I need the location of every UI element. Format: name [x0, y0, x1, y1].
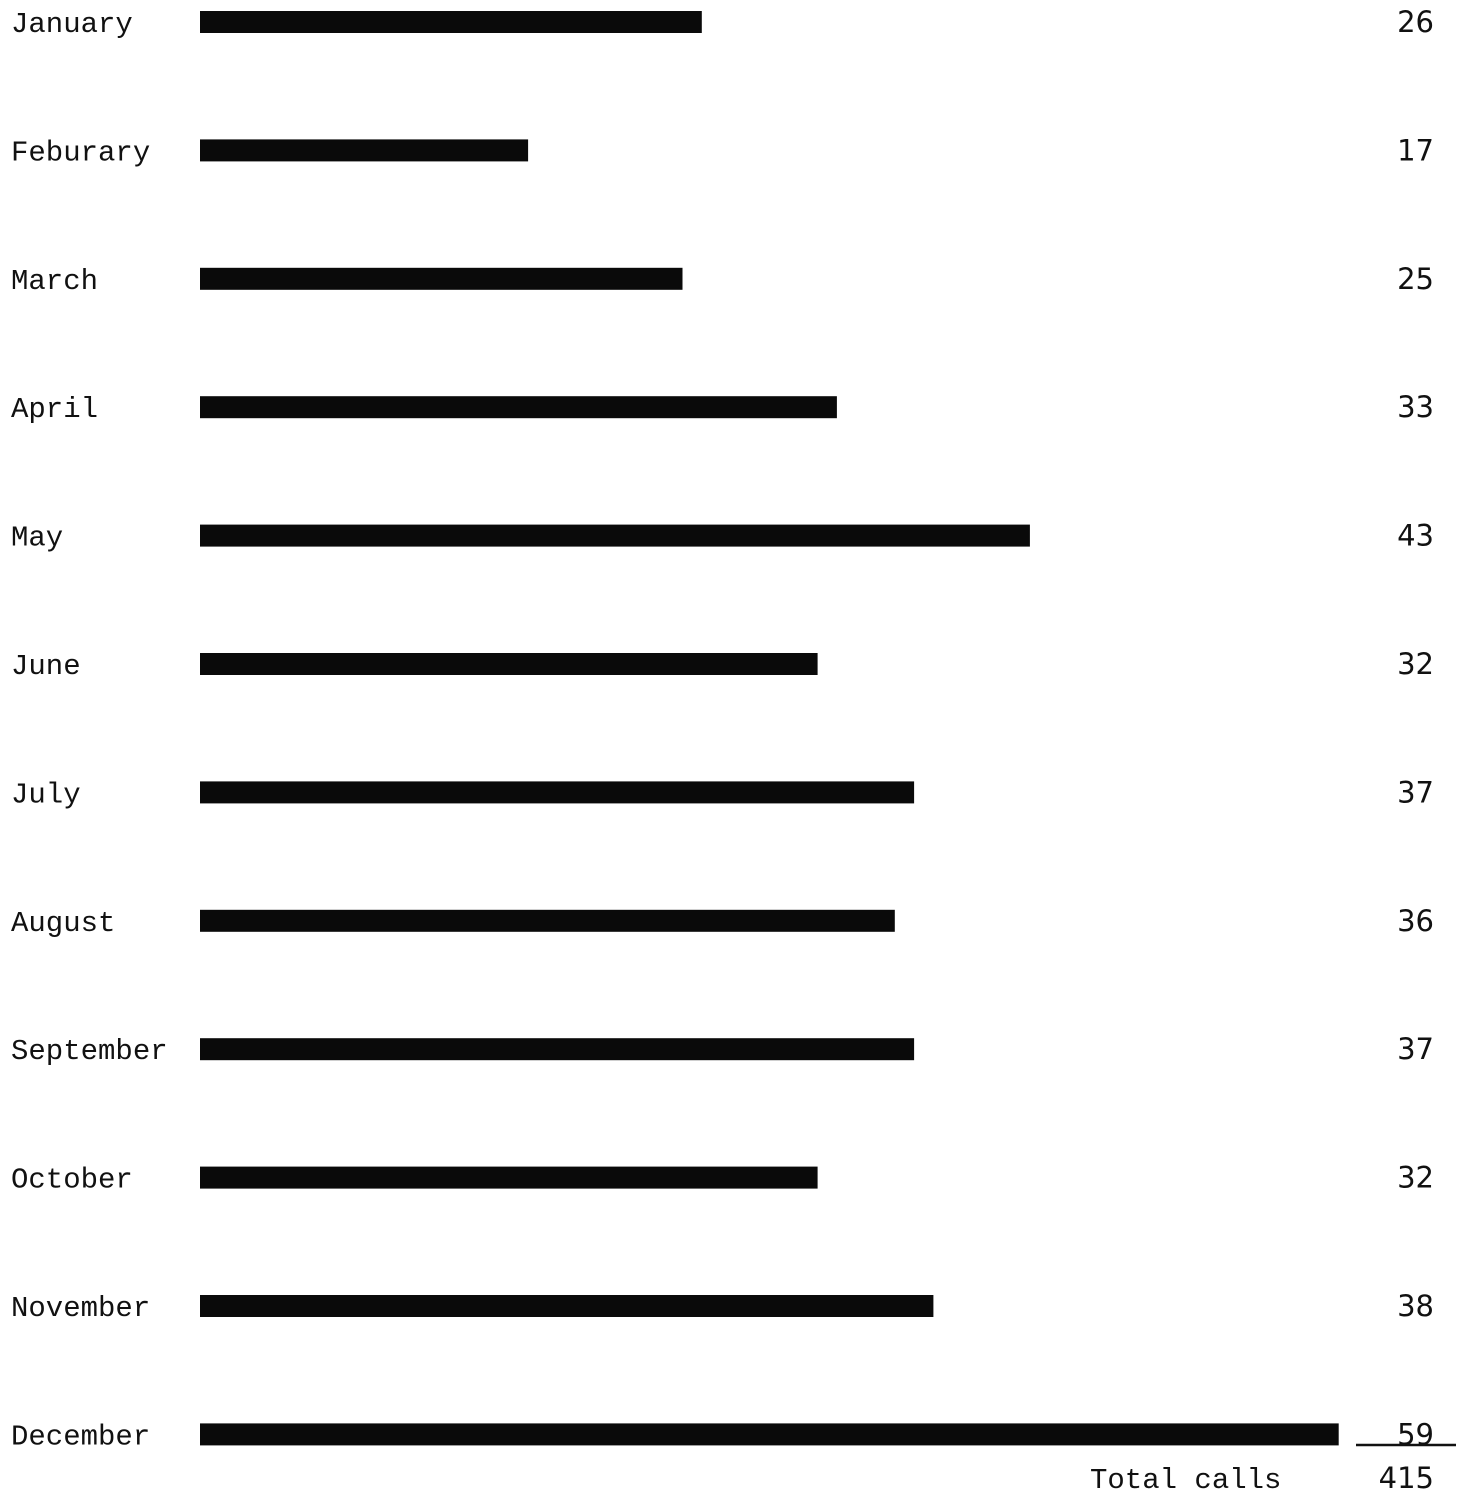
value-label-november: 38 — [1397, 1289, 1434, 1323]
value-label-september: 37 — [1397, 1032, 1434, 1066]
bar-november — [200, 1295, 934, 1317]
category-label-march: March — [11, 265, 98, 298]
bar-september — [200, 1038, 915, 1061]
value-label-may: 43 — [1397, 519, 1434, 553]
value-label-june: 32 — [1397, 647, 1434, 681]
category-label-may: May — [11, 522, 63, 555]
bar-march — [200, 267, 683, 290]
category-label-december: December — [11, 1420, 150, 1453]
category-label-feburary: Feburary — [11, 136, 150, 169]
category-label-november: November — [11, 1292, 150, 1325]
bar-december — [200, 1423, 1339, 1446]
total-calls-value: 415 — [1379, 1461, 1434, 1495]
bar-october — [200, 1166, 818, 1189]
bar-feburary — [200, 139, 529, 162]
category-label-september: September — [11, 1035, 168, 1068]
category-label-august: August — [11, 907, 115, 940]
value-label-feburary: 17 — [1397, 133, 1434, 167]
bar-july — [200, 781, 915, 804]
value-label-august: 36 — [1397, 904, 1434, 938]
category-label-april: April — [11, 393, 98, 426]
bar-january — [200, 11, 702, 33]
bar-may — [200, 524, 1030, 547]
value-label-july: 37 — [1397, 775, 1434, 809]
category-label-july: July — [11, 778, 81, 811]
value-label-december: 59 — [1397, 1417, 1434, 1451]
value-label-march: 25 — [1397, 262, 1434, 296]
value-label-january: 26 — [1397, 5, 1434, 39]
bar-august — [200, 909, 895, 932]
category-label-january: January — [11, 8, 133, 41]
total-calls-label: Total calls — [1090, 1464, 1281, 1496]
value-label-april: 33 — [1397, 390, 1434, 424]
value-label-october: 32 — [1397, 1161, 1434, 1195]
category-label-june: June — [11, 650, 81, 683]
category-label-october: October — [11, 1164, 133, 1197]
bar-april — [200, 396, 837, 419]
bar-june — [200, 653, 818, 675]
